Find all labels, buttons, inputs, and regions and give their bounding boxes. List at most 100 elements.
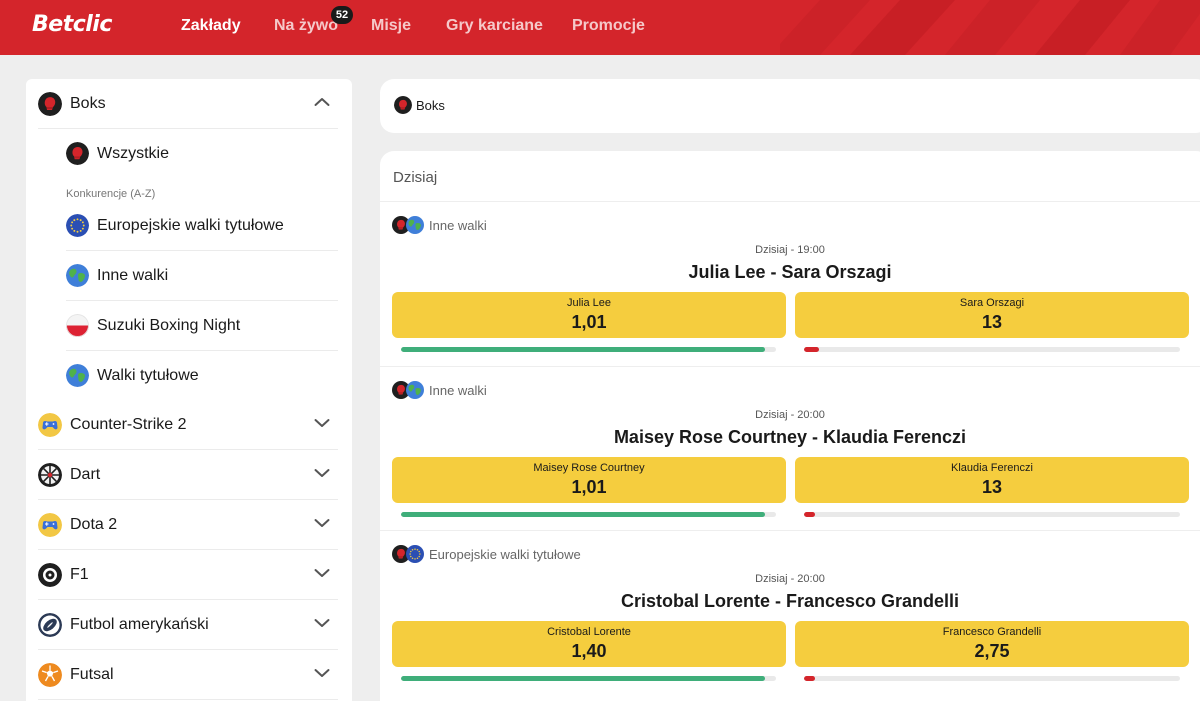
sidebar-comp-suzuki[interactable]: Suzuki Boxing Night [26, 301, 352, 351]
sidebar-sport-futsal[interactable]: Futsal [26, 650, 352, 700]
chevron-down-icon[interactable] [314, 617, 330, 629]
sidebar-item-label: Inne walki [97, 267, 169, 284]
bet-share-bar-away [804, 512, 1180, 517]
sidebar-sport-boks[interactable]: Boks [26, 79, 352, 129]
sidebar-sport-label: Dota 2 [70, 516, 118, 533]
top-header: Betclic Zakłady Na żywo 52 Misje Gry kar… [0, 0, 1200, 55]
selection-name: Julia Lee [566, 297, 612, 309]
competition-icons [392, 216, 424, 234]
odds-button-away[interactable]: Francesco Grandelli 2,75 [795, 621, 1189, 667]
breadcrumb: Boks [380, 79, 1200, 133]
bet-share-bar-home [401, 676, 776, 681]
nav-gry-karciane[interactable]: Gry karciane [446, 17, 543, 34]
nav-na-zywo[interactable]: Na żywo [274, 17, 339, 34]
sidebar-item-label: Suzuki Boxing Night [97, 317, 241, 334]
selection-name: Cristobal Lorente [547, 626, 631, 638]
sidebar-sport-dota[interactable]: Dota 2 [26, 500, 352, 550]
odds-button-home[interactable]: Cristobal Lorente 1,40 [392, 621, 786, 667]
divider [38, 449, 338, 450]
odds-button-away[interactable]: Sara Orszagi 13 [795, 292, 1189, 338]
event-time: Dzisiaj - 20:00 [755, 409, 825, 421]
nav-zaklady[interactable]: Zakłady [181, 17, 241, 34]
gamepad-icon [38, 513, 62, 537]
bet-share-bar-away [804, 347, 1180, 352]
event-competition[interactable]: Inne walki [429, 218, 487, 233]
selection-name: Sara Orszagi [959, 297, 1025, 309]
selection-name: Francesco Grandelli [942, 626, 1042, 638]
sports-sidebar: Boks Wszystkie Konkurencje (A-Z) Europej… [26, 79, 352, 701]
divider [38, 128, 338, 129]
bet-share-fill [401, 347, 765, 352]
chevron-down-icon[interactable] [314, 567, 330, 579]
breadcrumb-label[interactable]: Boks [416, 98, 445, 113]
betclic-logo[interactable]: Betclic [32, 12, 112, 37]
sidebar-item-label: Europejskie walki tytułowe [97, 217, 284, 234]
bet-share-fill [804, 676, 816, 681]
selection-odds: 1,01 [571, 477, 607, 497]
event-competition[interactable]: Inne walki [429, 383, 487, 398]
competitions-heading: Konkurencje (A-Z) [66, 188, 156, 200]
sidebar-item-label: Walki tytułowe [97, 367, 199, 384]
event-competition[interactable]: Europejskie walki tytułowe [429, 547, 581, 562]
bet-share-fill [401, 676, 765, 681]
sidebar-sport-counter-strike[interactable]: Counter-Strike 2 [26, 400, 352, 450]
event-card[interactable]: Inne walki Dzisiaj - 20:00 Maisey Rose C… [380, 366, 1200, 530]
chevron-down-icon[interactable] [314, 417, 330, 429]
event-card[interactable]: Inne walki Dzisiaj - 19:00 Julia Lee - S… [380, 201, 1200, 365]
sidebar-sport-label: Dart [70, 466, 101, 483]
sidebar-sport-label: Counter-Strike 2 [70, 416, 187, 433]
event-title[interactable]: Cristobal Lorente - Francesco Grandelli [620, 591, 960, 611]
sidebar-sport-f1[interactable]: F1 [26, 550, 352, 600]
competition-icons [392, 381, 424, 399]
sidebar-comp-inne-walki[interactable]: Inne walki [26, 251, 352, 301]
selection-odds: 1,01 [571, 312, 607, 332]
event-card[interactable]: Europejskie walki tytułowe Dzisiaj - 20:… [380, 530, 1200, 694]
tire-icon [38, 563, 62, 587]
odds-button-home[interactable]: Maisey Rose Courtney 1,01 [392, 457, 786, 503]
chevron-down-icon[interactable] [314, 467, 330, 479]
selection-name: Maisey Rose Courtney [533, 462, 645, 474]
selection-odds: 1,40 [571, 641, 607, 661]
divider [38, 499, 338, 500]
sidebar-sport-label: Boks [70, 95, 106, 112]
sidebar-sport-futbol-amerykanski[interactable]: Futbol amerykański [26, 600, 352, 650]
selection-name: Klaudia Ferenczi [951, 462, 1033, 474]
divider [38, 599, 338, 600]
bet-share-bar-home [401, 512, 776, 517]
event-time: Dzisiaj - 19:00 [755, 244, 825, 256]
chevron-down-icon[interactable] [314, 667, 330, 679]
odds-button-away[interactable]: Klaudia Ferenczi 13 [795, 457, 1189, 503]
divider [66, 300, 338, 301]
nav-promocje[interactable]: Promocje [572, 17, 645, 34]
globe-icon [66, 264, 89, 287]
sidebar-sport-label: F1 [70, 566, 89, 583]
events-list: Dzisiaj Inne walki Dzisiaj - 19:00 Julia… [380, 151, 1200, 701]
selection-odds: 13 [981, 312, 1003, 332]
globe-icon [66, 364, 89, 387]
bet-share-bar-away [804, 676, 1180, 681]
sidebar-sport-dart[interactable]: Dart [26, 450, 352, 500]
divider [38, 699, 338, 700]
sidebar-item-label: Wszystkie [97, 145, 169, 162]
bet-share-fill [804, 512, 816, 517]
sidebar-comp-europejskie[interactable]: Europejskie walki tytułowe [26, 201, 352, 251]
sidebar-sport-label: Futbol amerykański [70, 616, 209, 633]
event-title[interactable]: Julia Lee - Sara Orszagi [688, 262, 892, 282]
sidebar-item-wszystkie[interactable]: Wszystkie [26, 129, 352, 179]
chevron-up-icon[interactable] [314, 96, 330, 108]
divider [38, 649, 338, 650]
nav-misje[interactable]: Misje [371, 17, 412, 34]
bet-share-fill [401, 512, 765, 517]
competition-icons [392, 545, 424, 563]
divider [66, 350, 338, 351]
sidebar-sport-label: Futsal [70, 666, 114, 683]
boxing-glove-icon [394, 96, 412, 114]
chevron-down-icon[interactable] [314, 517, 330, 529]
sidebar-comp-walki-tytulowe[interactable]: Walki tytułowe [26, 351, 352, 401]
day-title: Dzisiaj [393, 169, 438, 186]
divider [66, 250, 338, 251]
divider [38, 549, 338, 550]
event-title[interactable]: Maisey Rose Courtney - Klaudia Ferenczi [613, 427, 967, 447]
odds-button-home[interactable]: Julia Lee 1,01 [392, 292, 786, 338]
header-decoration [780, 0, 1200, 55]
